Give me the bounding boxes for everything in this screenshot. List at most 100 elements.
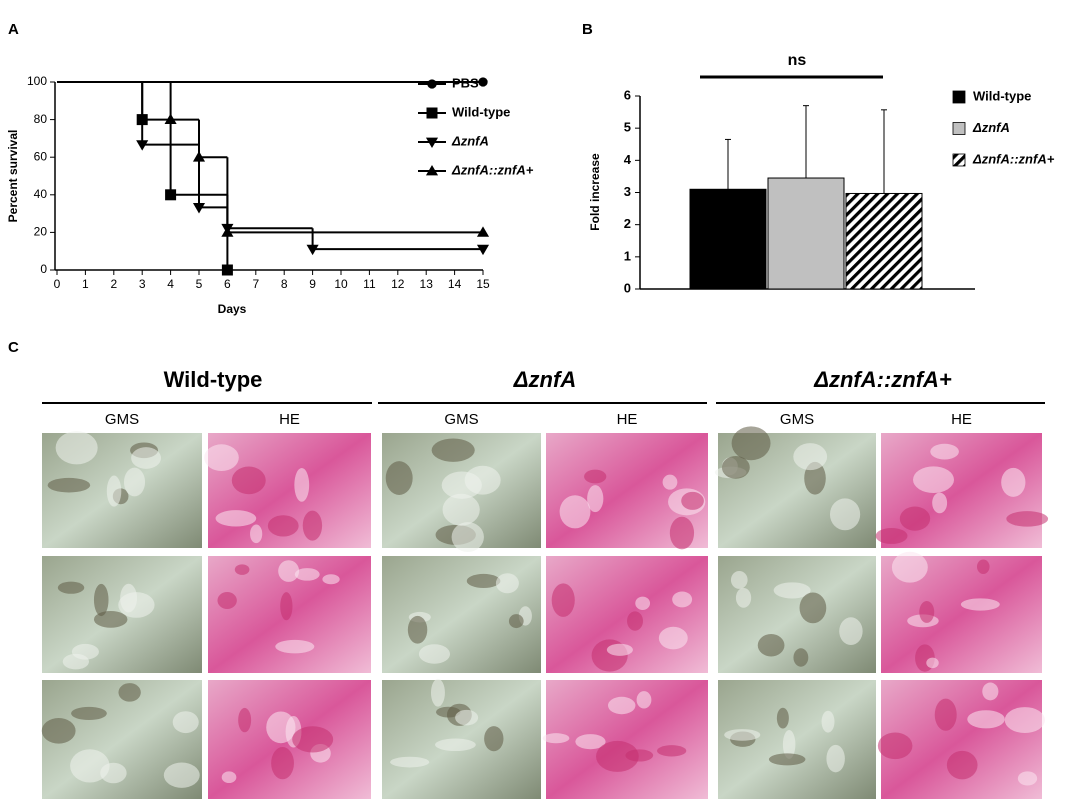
x-tick-label: 14 — [448, 277, 462, 291]
micrograph-texture — [934, 698, 957, 731]
micrograph-texture — [118, 592, 155, 618]
marker — [136, 140, 149, 151]
micrograph-texture — [93, 583, 109, 617]
micrograph-texture — [47, 477, 91, 493]
micrograph-texture — [782, 729, 796, 759]
marker — [426, 107, 438, 119]
micrograph-texture — [271, 746, 294, 780]
y-tick-label: 20 — [34, 225, 48, 239]
micrograph-texture — [913, 466, 955, 493]
stain-label: GMS — [444, 411, 478, 428]
micrograph-texture — [294, 568, 320, 581]
micrograph-texture — [495, 573, 519, 594]
micrograph-texture — [1006, 511, 1049, 527]
bar — [767, 177, 845, 290]
micrograph-texture — [627, 611, 643, 631]
micrograph-texture — [418, 644, 451, 664]
x-tick-label: 13 — [420, 277, 434, 291]
legend-swatch — [952, 153, 966, 167]
x-tick-label: 15 — [476, 277, 490, 291]
micrograph-texture — [875, 527, 908, 544]
micrograph-texture — [662, 474, 678, 490]
micrograph-texture — [946, 750, 978, 780]
legend-label: Wild-type — [452, 104, 510, 119]
micrograph-texture — [221, 771, 237, 784]
micrograph-texture — [275, 639, 315, 654]
micrograph-texture — [926, 657, 939, 669]
marker — [192, 202, 206, 214]
micrograph-texture — [217, 591, 237, 610]
micrograph-texture — [280, 592, 293, 621]
marker — [427, 79, 437, 89]
x-tick-label: 0 — [54, 277, 61, 291]
x-tick-label: 5 — [196, 277, 203, 291]
micrograph-texture — [71, 706, 107, 721]
x-axis-label: Days — [218, 302, 247, 316]
micrograph-texture — [231, 466, 266, 495]
y-tick-label: 4 — [624, 152, 632, 167]
legend-label: PBS — [452, 75, 479, 90]
micrograph-texture — [721, 456, 750, 479]
micrograph-texture — [1004, 707, 1045, 734]
x-tick-label: 8 — [281, 277, 288, 291]
legend-label: Wild-type — [973, 88, 1031, 103]
y-tick-label: 2 — [624, 216, 631, 231]
group-title: ΔznfA — [513, 367, 576, 392]
marker — [164, 113, 177, 124]
x-tick-label: 4 — [167, 277, 174, 291]
marker — [192, 151, 206, 162]
marker — [221, 226, 234, 237]
micrograph-texture — [436, 706, 461, 718]
micrograph-texture — [724, 729, 761, 741]
marker — [425, 137, 439, 149]
micrograph-texture — [123, 467, 146, 497]
micrograph-texture — [584, 469, 607, 484]
micrograph-texture — [551, 583, 575, 617]
micrograph-texture — [204, 444, 239, 472]
micrograph-texture — [607, 696, 636, 715]
x-tick-label: 6 — [224, 277, 231, 291]
x-tick-label: 12 — [391, 277, 405, 291]
micrograph-texture — [982, 682, 999, 701]
micrograph-texture — [407, 615, 428, 644]
significance-label: ns — [788, 52, 807, 69]
stain-label: HE — [279, 411, 300, 428]
micrograph-texture — [118, 683, 141, 702]
micrograph-texture — [932, 492, 948, 514]
micrograph-texture — [57, 581, 85, 594]
micrograph-texture — [930, 443, 959, 460]
micrograph-texture — [657, 745, 687, 757]
micrograph-texture — [435, 738, 476, 752]
marker — [476, 226, 490, 237]
stain-label: HE — [951, 411, 972, 428]
micrograph-texture — [899, 506, 931, 531]
micrograph-texture — [799, 592, 827, 624]
micrograph-texture — [71, 643, 99, 660]
micrograph-texture — [731, 426, 771, 461]
micrograph-texture — [773, 582, 811, 599]
micrograph-texture — [658, 626, 688, 650]
panel-label: C — [8, 339, 19, 356]
micrograph-texture — [163, 762, 200, 788]
stain-label: GMS — [105, 411, 139, 428]
micrograph-texture — [1017, 771, 1038, 786]
y-tick-label: 0 — [624, 280, 631, 295]
micrograph-texture — [292, 726, 334, 753]
panel-label: A — [8, 21, 19, 38]
micrograph-texture — [575, 734, 606, 750]
marker — [476, 244, 490, 256]
micrograph-texture — [596, 740, 639, 772]
micrograph-texture — [681, 491, 704, 510]
y-axis-label: Fold increase — [588, 153, 602, 231]
micrograph-texture — [672, 591, 693, 608]
micrograph-texture — [278, 560, 300, 582]
marker — [306, 244, 319, 256]
micrograph-texture — [793, 443, 828, 471]
micrograph-texture — [636, 691, 652, 709]
micrograph-texture — [322, 574, 340, 585]
micrograph-texture — [250, 524, 263, 544]
micrograph-texture — [730, 571, 748, 589]
micrograph-texture — [587, 485, 604, 513]
group-title: ΔznfA::znfA+ — [813, 367, 952, 392]
legend-swatch — [952, 90, 966, 104]
